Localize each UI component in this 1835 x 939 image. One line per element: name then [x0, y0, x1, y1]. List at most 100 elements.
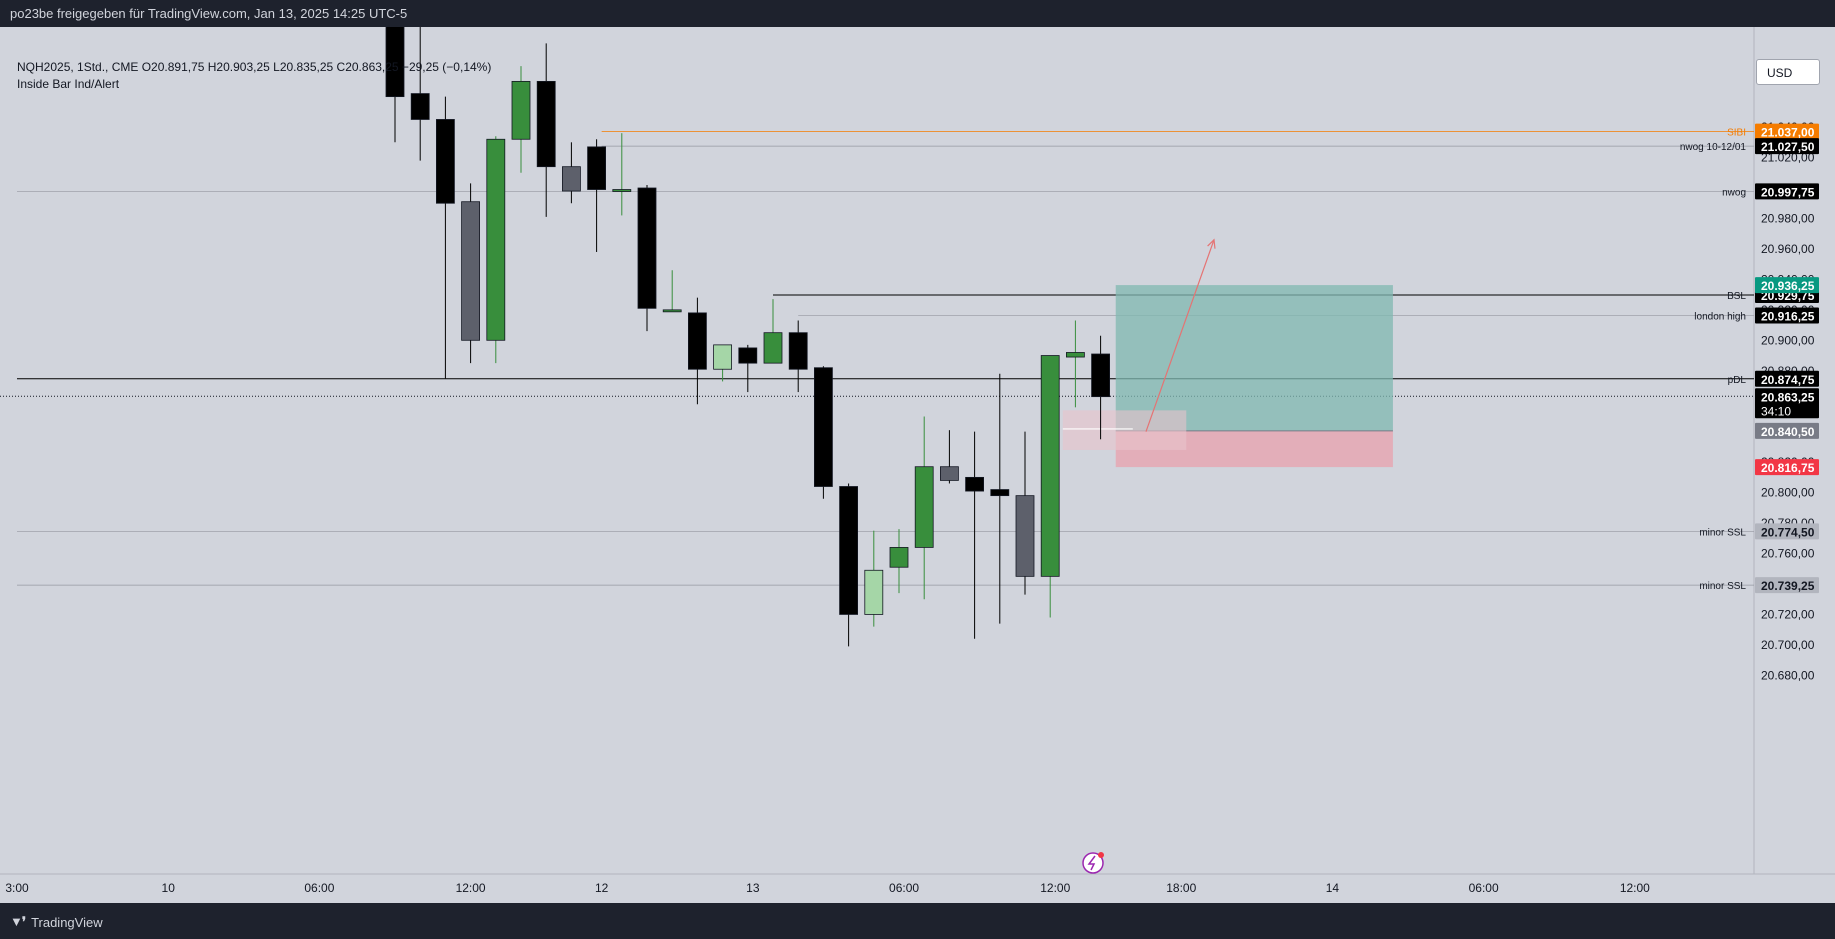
chart-area[interactable]: SIBI nwog 10-12/01 nwog BSL london high pDL mi…	[0, 0, 1835, 903]
price-tick-label: 20.760,00	[1761, 547, 1815, 561]
candle-body[interactable]	[1040, 355, 1060, 577]
projection-arrow[interactable]	[1145, 239, 1215, 432]
candle-body[interactable]	[612, 189, 632, 192]
time-axis: 3:00 10 06:00 12:00 12 13 06:00 12:00 18:00 14 06:…	[5, 881, 1650, 895]
candle-body[interactable]	[889, 547, 909, 568]
candle-body[interactable]	[461, 201, 481, 341]
time-tick-label: 12	[595, 881, 609, 895]
bottom-bar: ▼❜ TradingView	[0, 903, 1835, 939]
candle-body[interactable]	[587, 146, 606, 190]
level-price-badge: 21.027,50	[1761, 140, 1815, 154]
price-tick-label: 20.680,00	[1761, 668, 1815, 682]
candle-body[interactable]	[486, 138, 506, 341]
long-position-tool	[1062, 285, 1393, 468]
time-tick-label: 12:00	[1620, 881, 1650, 895]
symbol-ohlc-line: NQH2025, 1Std., CME O20.891,75 H20.903,2…	[17, 60, 492, 74]
candle-body[interactable]	[814, 367, 833, 487]
time-tick-label: 3:00	[5, 881, 29, 895]
candle-body[interactable]	[536, 80, 556, 168]
candle-body[interactable]	[511, 80, 531, 140]
price-tick-label: 20.700,00	[1761, 638, 1815, 652]
indicator-name[interactable]: Inside Bar Ind/Alert	[17, 77, 120, 91]
price-tick-label: 20.960,00	[1761, 242, 1815, 256]
time-tick-label: 18:00	[1166, 881, 1196, 895]
time-tick-label: 12:00	[1040, 881, 1070, 895]
chart-pane	[0, 27, 1835, 903]
candle-body[interactable]	[662, 309, 682, 313]
candle-body[interactable]	[637, 187, 657, 309]
candle-body[interactable]	[990, 489, 1010, 497]
level-price-badge-bg	[1755, 183, 1819, 200]
level-label: nwog 10-12/01	[1680, 142, 1747, 153]
time-tick-label: 06:00	[1469, 881, 1499, 895]
candle-body[interactable]	[940, 466, 959, 481]
candle-body[interactable]	[410, 93, 430, 120]
time-tick-label: 14	[1326, 881, 1340, 895]
candle-body[interactable]	[839, 486, 858, 615]
candle-body[interactable]	[1066, 352, 1085, 358]
target-price-badge-bg	[1755, 277, 1819, 294]
candle-body[interactable]	[965, 476, 984, 492]
currency-button[interactable]: USD	[1756, 59, 1820, 85]
candle-body[interactable]	[788, 332, 808, 370]
level-price-badge-bg	[1755, 138, 1819, 155]
target-zone[interactable]	[1115, 285, 1393, 431]
plot-background[interactable]	[0, 27, 1754, 874]
current-price-badge-bg	[1755, 388, 1819, 419]
level-label: minor SSL	[1699, 527, 1746, 538]
level-price-badge: 20.916,25	[1761, 310, 1815, 324]
level-price-badge-bg	[1755, 577, 1819, 594]
stop-price-badge: 20.816,75	[1761, 461, 1815, 475]
share-info: po23be freigegeben für TradingView.com, …	[10, 6, 408, 21]
candle-body[interactable]	[562, 166, 581, 192]
candle-body[interactable]	[435, 119, 455, 204]
candle-body[interactable]	[914, 466, 934, 548]
notification-dot-icon	[1098, 852, 1104, 858]
tradingview-logo-icon: ▼❜	[10, 914, 26, 929]
candle-body[interactable]	[738, 347, 758, 364]
level-label: nwog	[1722, 187, 1746, 198]
brand-name: TradingView	[31, 914, 103, 930]
level-label: london high	[1694, 312, 1746, 323]
level-label: BSL	[1727, 291, 1746, 302]
chart-legend: NQH2025, 1Std., CME O20.891,75 H20.903,2…	[17, 59, 491, 93]
level-label: SIBI	[1727, 128, 1746, 139]
top-bar: po23be freigegeben für TradingView.com, …	[0, 0, 1835, 27]
candle-body[interactable]	[688, 312, 707, 370]
price-chart[interactable]: SIBI nwog 10-12/01 nwog BSL london high pDL mi…	[0, 0, 1835, 903]
entry-price-badge: 20.840,50	[1761, 425, 1815, 439]
arrow-head-icon	[1207, 238, 1216, 249]
level-price-badge-bg	[1755, 523, 1819, 540]
candle-body[interactable]	[713, 344, 732, 370]
level-price-badge: 21.037,00	[1761, 126, 1815, 140]
price-axis: 21.040,0021.020,0021.000,0020.980,0020.9…	[1755, 120, 1819, 682]
target-price-badge: 20.936,25	[1761, 279, 1815, 293]
candle-body[interactable]	[1091, 353, 1110, 398]
level-label: pDL	[1728, 375, 1747, 386]
level-price-badge-bg	[1755, 123, 1819, 140]
current-price-badge: 20.863,25	[1761, 390, 1815, 404]
highlight-box[interactable]	[1062, 410, 1187, 450]
candle-body[interactable]	[763, 332, 783, 364]
time-tick-label: 13	[746, 881, 760, 895]
entry-price-badge-bg	[1755, 422, 1819, 439]
price-tick-label: 20.800,00	[1761, 486, 1815, 500]
level-label: minor SSL	[1699, 581, 1746, 592]
time-tick-label: 06:00	[889, 881, 919, 895]
chart-extras	[1082, 238, 1216, 874]
candle-body[interactable]	[864, 569, 884, 615]
price-tick-label: 20.900,00	[1761, 333, 1815, 347]
time-tick-label: 06:00	[304, 881, 334, 895]
time-tick-label: 10	[162, 881, 176, 895]
level-price-badge-bg	[1755, 307, 1819, 324]
tradingview-logo[interactable]: ▼❜ TradingView	[10, 914, 103, 930]
price-tick-label: 20.720,00	[1761, 607, 1815, 621]
level-lines: SIBI nwog 10-12/01 nwog BSL london high pDL mi…	[0, 128, 1754, 592]
candle-body[interactable]	[1015, 495, 1035, 577]
level-price-badge: 20.774,50	[1761, 525, 1815, 539]
lightning-icon[interactable]	[1082, 852, 1104, 874]
level-price-badge: 20.739,25	[1761, 579, 1815, 593]
lightning-bolt-icon	[1087, 855, 1096, 871]
price-tick-label: 20.980,00	[1761, 211, 1815, 225]
stop-price-badge-bg	[1755, 459, 1819, 476]
